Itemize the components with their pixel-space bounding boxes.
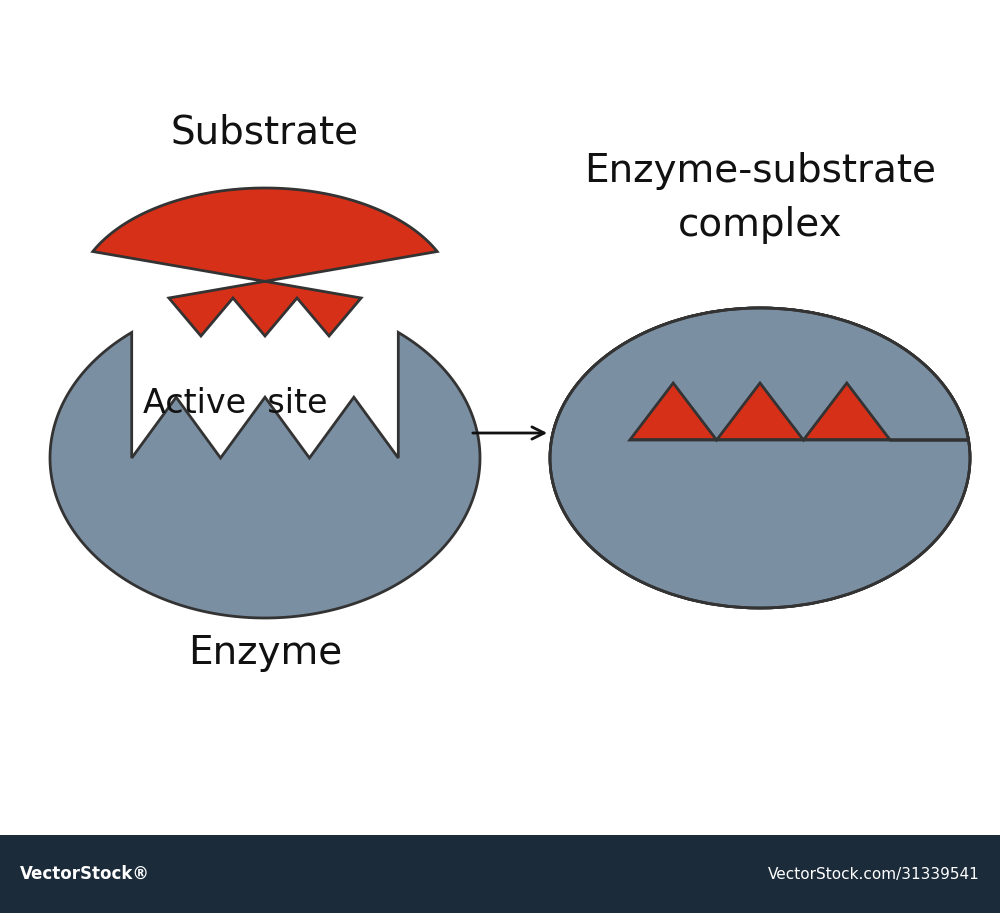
Polygon shape bbox=[50, 332, 480, 618]
Text: VectorStock®: VectorStock® bbox=[20, 865, 150, 883]
Text: Substrate: Substrate bbox=[171, 114, 359, 152]
Text: VectorStock.com/31339541: VectorStock.com/31339541 bbox=[768, 866, 980, 881]
Text: Enzyme-substrate
complex: Enzyme-substrate complex bbox=[584, 152, 936, 244]
Text: Active  site: Active site bbox=[143, 386, 327, 419]
Polygon shape bbox=[93, 188, 437, 336]
Text: Enzyme: Enzyme bbox=[188, 634, 342, 672]
Bar bbox=[0, 835, 1000, 913]
Ellipse shape bbox=[550, 308, 970, 608]
FancyArrowPatch shape bbox=[473, 427, 544, 439]
Polygon shape bbox=[550, 308, 970, 608]
Polygon shape bbox=[552, 308, 968, 497]
